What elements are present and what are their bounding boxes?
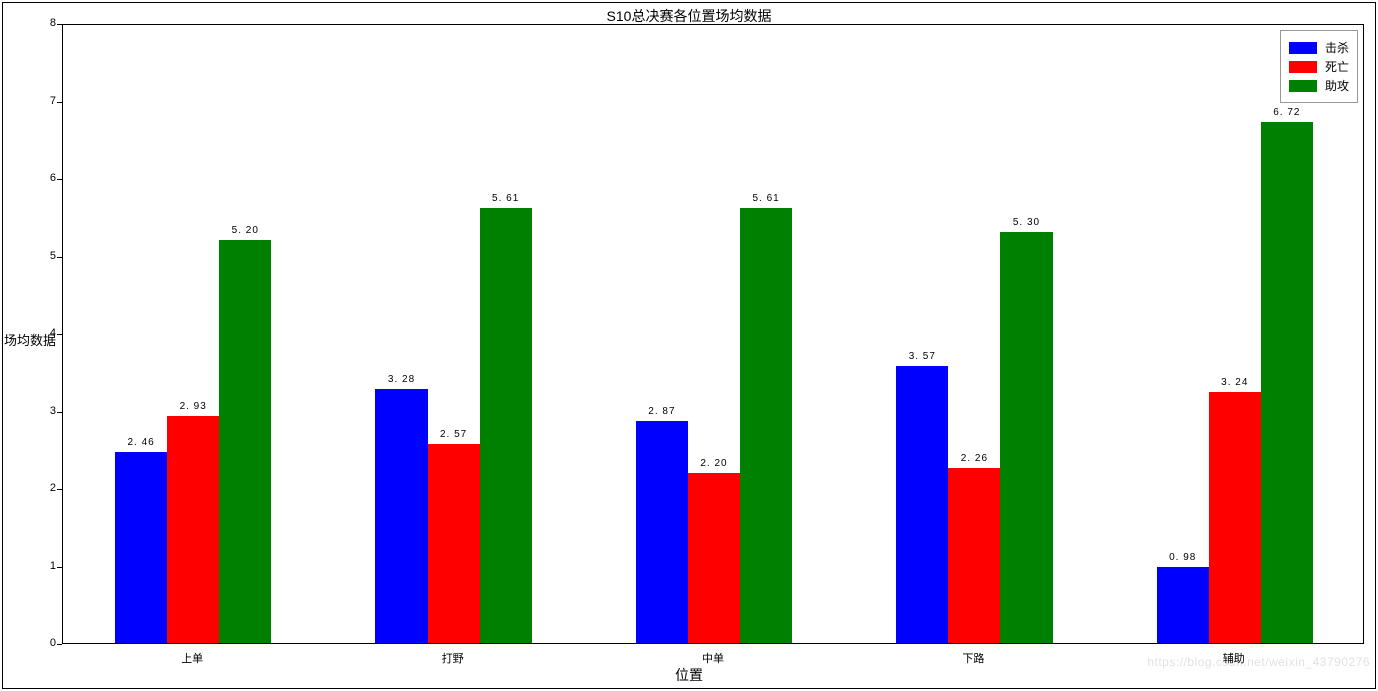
bar	[948, 468, 1000, 643]
bar	[1209, 392, 1261, 643]
bar-value-label: 2. 20	[700, 458, 727, 469]
bar	[636, 421, 688, 643]
bar	[428, 444, 480, 643]
bar-value-label: 2. 46	[127, 437, 154, 448]
ytick-label: 3	[42, 405, 56, 417]
bar-value-label: 2. 26	[961, 453, 988, 464]
legend-swatch	[1289, 61, 1317, 73]
bar-value-label: 5. 61	[492, 193, 519, 204]
xtick-label: 上单	[181, 650, 203, 666]
bar	[740, 208, 792, 643]
ytick-mark	[57, 489, 62, 490]
ytick-mark	[57, 102, 62, 103]
bar	[1157, 567, 1209, 643]
bar-value-label: 5. 20	[232, 225, 259, 236]
bar	[1000, 232, 1052, 643]
bar-value-label: 6. 72	[1273, 107, 1300, 118]
legend: 击杀死亡助攻	[1280, 30, 1358, 103]
bar	[1261, 122, 1313, 643]
legend-label: 击杀	[1325, 39, 1349, 56]
bar-value-label: 2. 87	[648, 406, 675, 417]
legend-item: 死亡	[1289, 58, 1349, 75]
ytick-mark	[57, 412, 62, 413]
plot-area: 2. 46 2. 93 5. 20 3. 28 2. 57 5. 61 2. 87 2. 20…	[62, 24, 1364, 644]
ytick-mark	[57, 567, 62, 568]
chart-title: S10总决赛各位置场均数据	[0, 6, 1378, 26]
xtick-label: 中单	[702, 650, 724, 666]
bar-value-label: 3. 28	[388, 374, 415, 385]
bar-value-label: 5. 30	[1013, 217, 1040, 228]
bar	[219, 240, 271, 643]
legend-label: 死亡	[1325, 58, 1349, 75]
bar-value-label: 5. 61	[752, 193, 779, 204]
ytick-label: 4	[42, 327, 56, 339]
xtick-label: 打野	[442, 650, 464, 666]
ytick-label: 1	[42, 560, 56, 572]
bar-value-label: 3. 24	[1221, 377, 1248, 388]
ytick-mark	[57, 644, 62, 645]
ytick-mark	[57, 24, 62, 25]
bar	[375, 389, 427, 643]
bar	[480, 208, 532, 643]
bar-value-label: 2. 57	[440, 429, 467, 440]
bar	[167, 416, 219, 643]
ytick-label: 5	[42, 250, 56, 262]
bar	[896, 366, 948, 643]
ytick-mark	[57, 257, 62, 258]
legend-item: 击杀	[1289, 39, 1349, 56]
ytick-label: 8	[42, 17, 56, 29]
ytick-label: 7	[42, 95, 56, 107]
bar	[688, 473, 740, 644]
bar-value-label: 3. 57	[909, 351, 936, 362]
ytick-label: 0	[42, 637, 56, 649]
bar	[115, 452, 167, 643]
ytick-mark	[57, 179, 62, 180]
xtick-label: 辅助	[1223, 650, 1245, 666]
ytick-label: 6	[42, 172, 56, 184]
bar-value-label: 0. 98	[1169, 552, 1196, 563]
legend-swatch	[1289, 42, 1317, 54]
watermark: https://blog.csdn.net/weixin_43790276	[1147, 655, 1370, 669]
bar-value-label: 2. 93	[180, 401, 207, 412]
ytick-label: 2	[42, 482, 56, 494]
legend-item: 助攻	[1289, 77, 1349, 94]
ytick-mark	[57, 334, 62, 335]
xtick-label: 下路	[962, 650, 984, 666]
legend-label: 助攻	[1325, 77, 1349, 94]
legend-swatch	[1289, 80, 1317, 92]
